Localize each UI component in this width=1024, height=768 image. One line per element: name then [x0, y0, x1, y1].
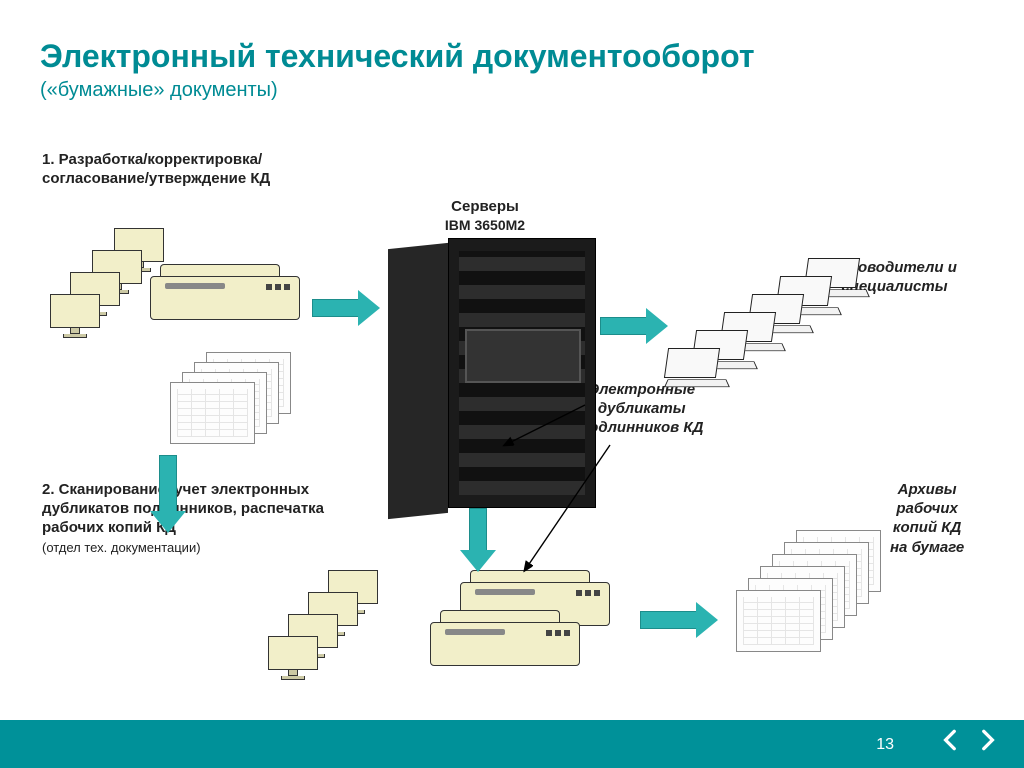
printer-1: [150, 264, 300, 320]
page-title: Электронный технический документооборот: [40, 38, 755, 75]
archives-label: Архивы рабочих копий КД на бумаге: [890, 480, 964, 557]
page-number: 13: [876, 736, 894, 754]
arrow-docs1-down: [150, 455, 186, 535]
arrow-printers-to-docs2: [640, 602, 720, 638]
slide-footer: [0, 720, 1024, 768]
page-subtitle: («бумажные» документы): [40, 79, 755, 102]
arrow-server-to-laptops: [600, 308, 670, 344]
thin-arrow-to-printers: [510, 440, 630, 580]
printer-2b: [430, 610, 580, 666]
arrow-server-down: [460, 508, 496, 574]
step2-note-label: (отдел тех. документации): [42, 540, 201, 557]
nav-prev-icon[interactable]: [938, 727, 964, 758]
arrow-ws1-to-server: [312, 290, 382, 326]
nav-next-icon[interactable]: [974, 727, 1000, 758]
step1-label: 1. Разработка/корректировка/ согласовани…: [42, 150, 270, 188]
servers-label: Серверы: [400, 197, 570, 216]
servers-model-label: IBM 3650M2: [400, 217, 570, 235]
